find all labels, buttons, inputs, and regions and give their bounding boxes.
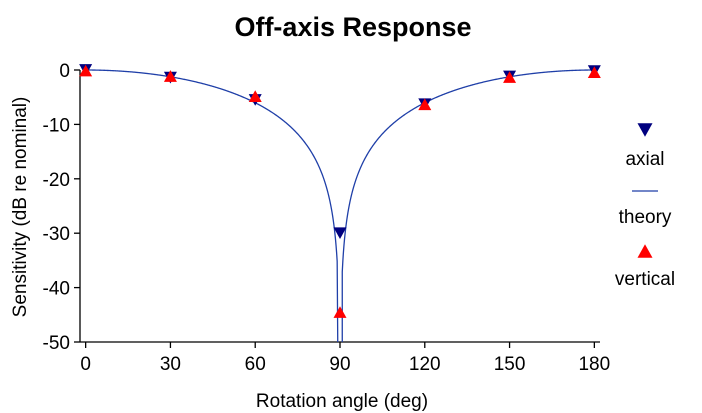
legend-theory-label: theory <box>619 207 672 228</box>
x-tick-label: 180 <box>578 354 610 375</box>
vertical-data-point <box>163 70 177 82</box>
x-tick-label: 150 <box>494 354 526 375</box>
chart-title: Off-axis Response <box>234 12 471 42</box>
x-tick-label: 30 <box>160 354 181 375</box>
plot-area <box>79 70 600 343</box>
legend-vertical-label: vertical <box>615 269 675 290</box>
theory-line-right <box>341 69 595 342</box>
theory-line-left <box>85 69 339 343</box>
x-tick-label: 90 <box>329 354 350 375</box>
legend-axial-symbol <box>637 123 653 137</box>
legend-vertical-symbol <box>637 244 653 258</box>
series-layer <box>79 64 601 343</box>
vertical-data-point <box>79 64 93 77</box>
x-tick-label: 120 <box>409 354 441 375</box>
y-axis-ticks: 0 -10 -20 -30 -40 -50 <box>43 61 80 354</box>
y-tick-label: -20 <box>43 170 70 191</box>
x-tick-label: 60 <box>245 354 266 375</box>
legend-axial-label: axial <box>625 149 664 170</box>
legend: axial theory vertical <box>615 123 675 290</box>
x-axis-ticks: 0 30 60 90 120 150 180 <box>80 342 610 375</box>
y-tick-label: -10 <box>43 115 70 136</box>
vertical-data-point <box>418 98 432 111</box>
y-axis-label: Sensitivity (dB re nominal) <box>10 97 31 318</box>
y-tick-label: -50 <box>43 333 70 354</box>
y-tick-label: -30 <box>43 224 70 245</box>
vertical-data-point <box>587 66 601 79</box>
vertical-data-point <box>503 71 517 83</box>
y-tick-label: -40 <box>43 279 70 300</box>
x-axis-label: Rotation angle (deg) <box>256 391 428 412</box>
x-tick-label: 0 <box>80 354 91 375</box>
y-tick-label: 0 <box>59 61 70 82</box>
vertical-data-point <box>248 90 262 102</box>
vertical-data-point <box>333 306 347 318</box>
axial-data-point <box>333 227 347 240</box>
